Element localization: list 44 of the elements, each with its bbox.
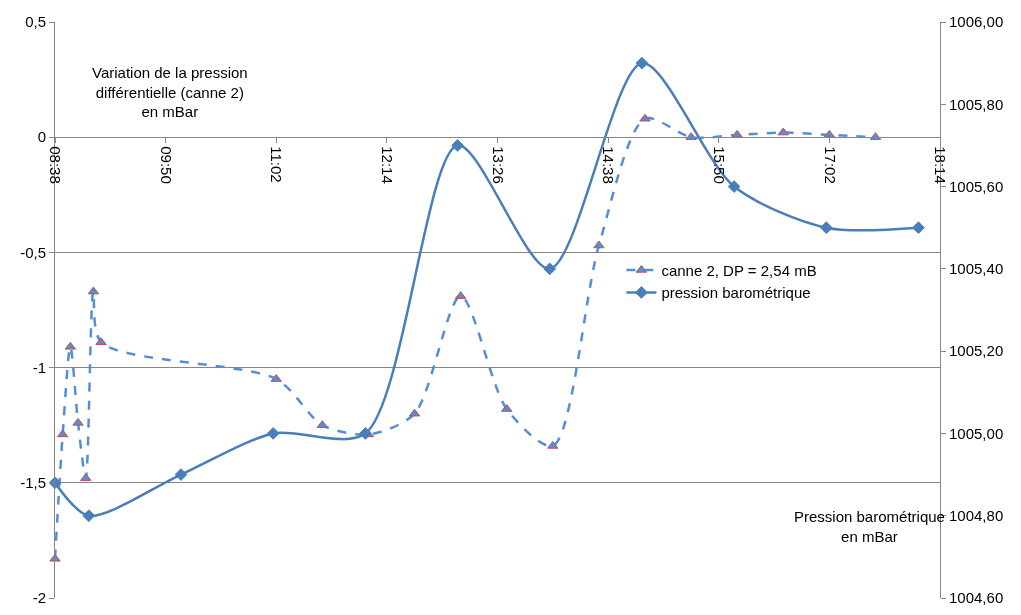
legend-label: canne 2, DP = 2,54 mB [661,261,817,279]
point [547,440,559,449]
point [95,337,107,346]
y2-tick-label: 1004,80 [949,506,1004,524]
y2-tick-label: 1005,00 [949,424,1004,442]
x-tick-label: 14:38 [600,146,618,184]
y2-tick-label: 1005,80 [949,95,1004,113]
point [451,139,464,152]
point [635,56,649,70]
y2-tick-label: 1005,60 [949,177,1004,195]
y-tick-label: -0,5 [20,243,46,261]
x-tick-label: 13:26 [489,146,507,184]
y-tick-label: -1 [32,358,46,376]
x-tick-label: 09:50 [157,146,175,184]
x-tick-label: 12:14 [379,146,397,184]
legend-label: pression barométrique [661,284,811,302]
y2-tick-label: 1005,40 [949,260,1004,278]
y-tick-label: -2 [32,589,46,607]
point [912,221,925,235]
point [543,262,557,276]
y-tick-label: -1,5 [20,474,46,492]
x-tick-label: 18:14 [932,146,950,184]
point [639,113,651,122]
x-tick-label: 08:38 [47,146,65,184]
y-axis-title: Variation de la pression différentielle (canne 2) en mBar [92,64,248,120]
point [49,553,61,562]
point [174,468,188,481]
y-tick-label: 0,5 [25,13,46,31]
x-tick-label: 17:02 [821,146,839,184]
y2-tick-label: 1005,20 [949,342,1004,360]
y2-tick-label: 1006,00 [949,13,1004,31]
point [727,180,741,193]
x-tick-label: 11:02 [268,146,286,183]
y2-tick-label: 1004,60 [949,589,1004,607]
x-tick-label: 15:50 [710,146,728,184]
y2-axis-title: Pression barométrique en mBar [794,508,945,545]
point [266,427,280,440]
point [82,509,96,523]
point [593,240,605,249]
point [819,221,833,235]
point [731,129,743,138]
y-tick-label: 0 [37,128,46,146]
point [72,417,84,426]
point [777,127,789,136]
